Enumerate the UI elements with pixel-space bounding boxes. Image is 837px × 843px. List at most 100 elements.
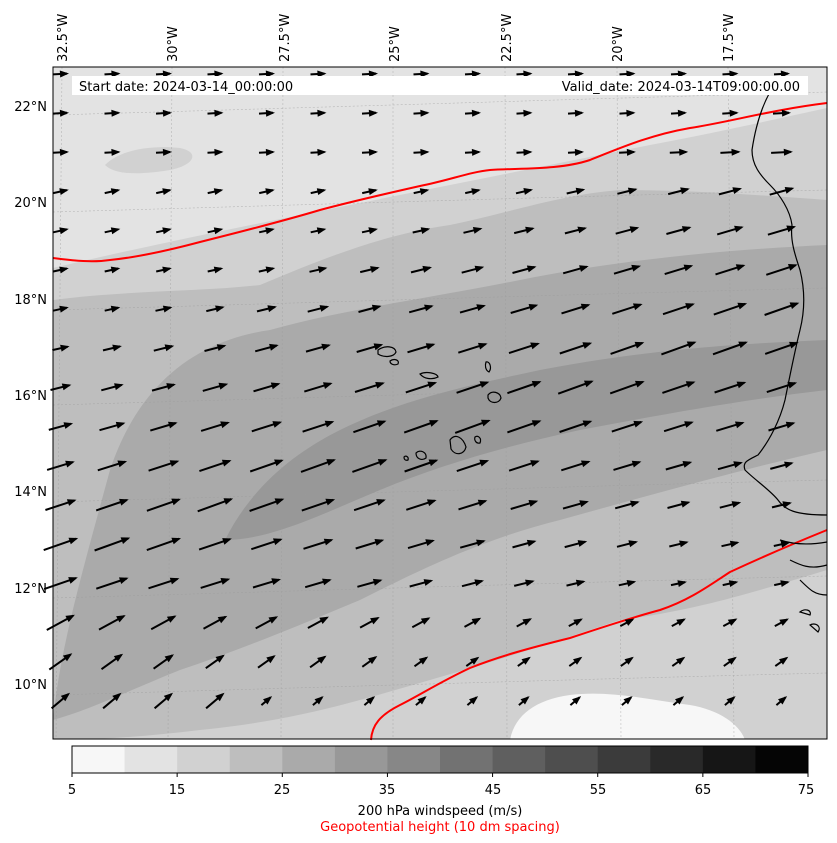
wind-arrow <box>361 188 378 195</box>
wind-arrow <box>104 109 121 117</box>
wind-arrow <box>309 655 327 669</box>
wind-arrow <box>148 460 180 472</box>
wind-arrow <box>712 341 748 356</box>
wind-arrow <box>104 188 121 195</box>
wind-arrow <box>613 264 641 275</box>
wind-arrow <box>104 70 121 78</box>
wind-arrow <box>663 421 694 433</box>
wind-arrow <box>43 537 79 552</box>
wind-arrow <box>252 578 281 589</box>
colorbar-segment <box>177 746 231 773</box>
lat-tick-label: 22°N <box>14 100 47 115</box>
wind-arrow <box>255 616 279 630</box>
graticule <box>52 66 828 740</box>
wind-arrow <box>464 148 481 156</box>
wind-arrow <box>359 266 380 274</box>
wind-arrow <box>361 109 378 117</box>
wind-arrow <box>407 539 435 550</box>
wind-arrow <box>569 696 582 706</box>
wind-arrow <box>568 618 583 627</box>
wind-arrow <box>461 265 485 274</box>
wind-arrow <box>310 188 327 195</box>
wind-arrow <box>361 148 378 156</box>
wind-arrow <box>559 420 593 433</box>
wind-arrow <box>411 617 431 629</box>
lon-tick-label: 22.5°W <box>500 14 515 62</box>
wind-arrow <box>95 577 129 590</box>
shade-low-wind <box>510 693 745 739</box>
wind-arrow <box>618 580 637 587</box>
wind-arrow <box>197 498 234 513</box>
wind-arrow <box>508 342 540 355</box>
wind-arrow <box>258 227 275 235</box>
map-frame <box>52 66 828 740</box>
wind-arrow <box>52 188 69 195</box>
wind-arrow <box>768 421 796 432</box>
wind-arrow <box>567 109 584 117</box>
gambia-coast <box>779 539 828 596</box>
wind-arrow <box>52 70 69 78</box>
wind-arrow <box>459 539 486 549</box>
lon-tick-label: 32.5°W <box>56 14 71 62</box>
colorbar-tick-labels: 5 15 25 35 45 55 65 75 <box>68 783 814 798</box>
wind-arrow <box>670 70 687 78</box>
wind-arrow <box>767 225 796 236</box>
wind-arrow <box>456 459 490 473</box>
wind-arrow <box>249 498 285 512</box>
wind-arrow <box>361 70 378 78</box>
wind-arrow <box>464 70 481 78</box>
wind-arrow <box>564 540 588 549</box>
wind-arrow <box>517 656 531 667</box>
wind-arrow <box>772 109 791 117</box>
wind-arrow <box>100 653 124 671</box>
wind-arrow <box>766 381 798 394</box>
colorbar-tick-label: 5 <box>68 783 76 798</box>
wind-arrow <box>557 380 594 395</box>
wind-arrow <box>250 538 283 551</box>
lat-tick-label: 12°N <box>14 582 47 597</box>
wind-arrow <box>52 344 70 352</box>
cape-verde-island-boa-vista <box>487 391 502 404</box>
wind-arrow <box>516 618 532 628</box>
colorbar-segment <box>650 746 704 773</box>
info-banner <box>72 76 808 95</box>
wind-arrow <box>99 421 126 432</box>
shade-band-30 <box>225 340 827 540</box>
colorbar-title: 200 hPa windspeed (m/s) <box>358 804 523 819</box>
wind-arrow <box>352 459 388 473</box>
wind-arrow <box>516 148 533 156</box>
wind-arrow <box>249 459 284 473</box>
wind-arrow <box>413 148 430 156</box>
wind-arrow <box>562 265 589 275</box>
wind-arrow <box>151 383 176 392</box>
wind-arrow <box>771 148 793 156</box>
wind-arrow <box>561 303 591 315</box>
wind-arrow <box>303 538 334 550</box>
wind-arrow <box>46 614 75 631</box>
start-date-label: Start date: 2024-03-14_00:00:00 <box>79 80 293 95</box>
wind-arrow <box>202 382 229 392</box>
wind-arrow <box>619 109 636 117</box>
wind-arrow <box>409 579 434 588</box>
colorbar-segment <box>702 746 756 773</box>
wind-arrow <box>257 655 276 669</box>
wind-arrow <box>611 303 643 315</box>
wind-arrow <box>770 461 794 470</box>
wind-arrow <box>670 580 687 587</box>
cape-verde-island-santo-antao <box>377 346 397 358</box>
wind-arrow <box>458 342 488 354</box>
colorbar-segment <box>492 746 546 773</box>
wind-arrow <box>155 305 173 313</box>
wind-arrow <box>155 70 172 78</box>
wind-arrow <box>512 265 537 274</box>
wind-arrow <box>258 70 275 78</box>
wind-arrow <box>518 696 530 706</box>
wind-arrow <box>260 696 273 706</box>
wind-arrow <box>466 696 479 706</box>
colorbar-segment <box>755 746 809 773</box>
wind-arrow <box>153 692 173 710</box>
wind-arrow <box>50 692 70 710</box>
wind-arrow <box>253 382 281 393</box>
wind-arrow <box>720 148 741 156</box>
wind-arrow <box>403 420 439 434</box>
